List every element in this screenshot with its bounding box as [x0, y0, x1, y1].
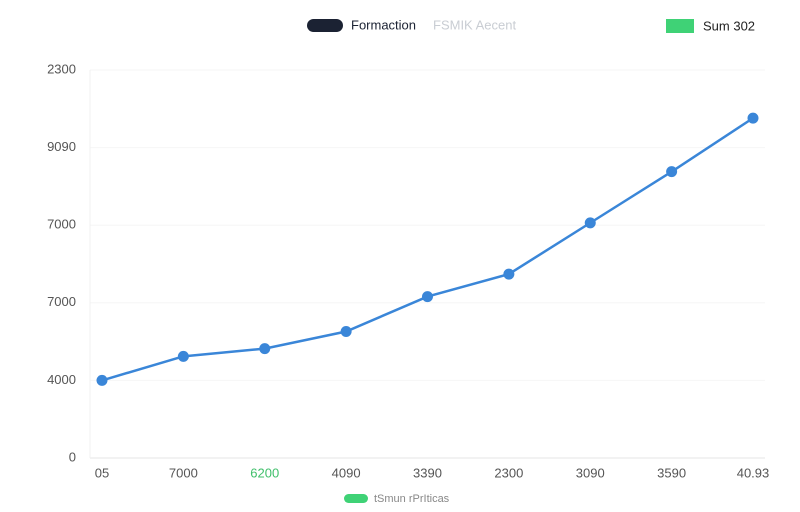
y-tick-label: 7000 [47, 217, 76, 232]
x-tick-label: 4090 [332, 465, 361, 480]
y-tick-label: 0 [69, 449, 76, 464]
x-tick-label: 05 [95, 465, 109, 480]
legend-swatch [307, 19, 343, 32]
data-point [422, 291, 433, 303]
footer-label: tSmun rPrIticas [374, 493, 450, 505]
data-point [503, 268, 515, 280]
x-tick-label: 3390 [413, 465, 442, 480]
y-tick-label: 7000 [47, 294, 76, 309]
data-point [96, 374, 108, 386]
data-point [747, 112, 759, 124]
data-point [177, 350, 189, 362]
footer-swatch [344, 494, 368, 503]
x-tick-label: 2300 [494, 465, 523, 480]
data-point [340, 326, 352, 338]
y-tick-label: 2300 [47, 61, 76, 76]
x-tick-label: 7000 [169, 465, 198, 480]
data-point [584, 217, 596, 229]
y-tick-label: 4000 [47, 372, 76, 387]
x-tick-label: 3090 [576, 465, 605, 480]
data-point [259, 343, 271, 355]
data-point [666, 166, 678, 178]
x-tick-label: 40.93 [737, 465, 770, 480]
legend-label: FSMIK Aecent [433, 17, 516, 32]
legend-label: Formaction [351, 17, 416, 32]
y-tick-label: 9090 [47, 139, 76, 154]
series-line [101, 117, 754, 382]
x-tick-label: 6200 [250, 465, 279, 480]
legend-label: Sum 302 [703, 18, 755, 33]
x-tick-label: 3590 [657, 465, 686, 480]
legend-swatch [666, 19, 694, 33]
